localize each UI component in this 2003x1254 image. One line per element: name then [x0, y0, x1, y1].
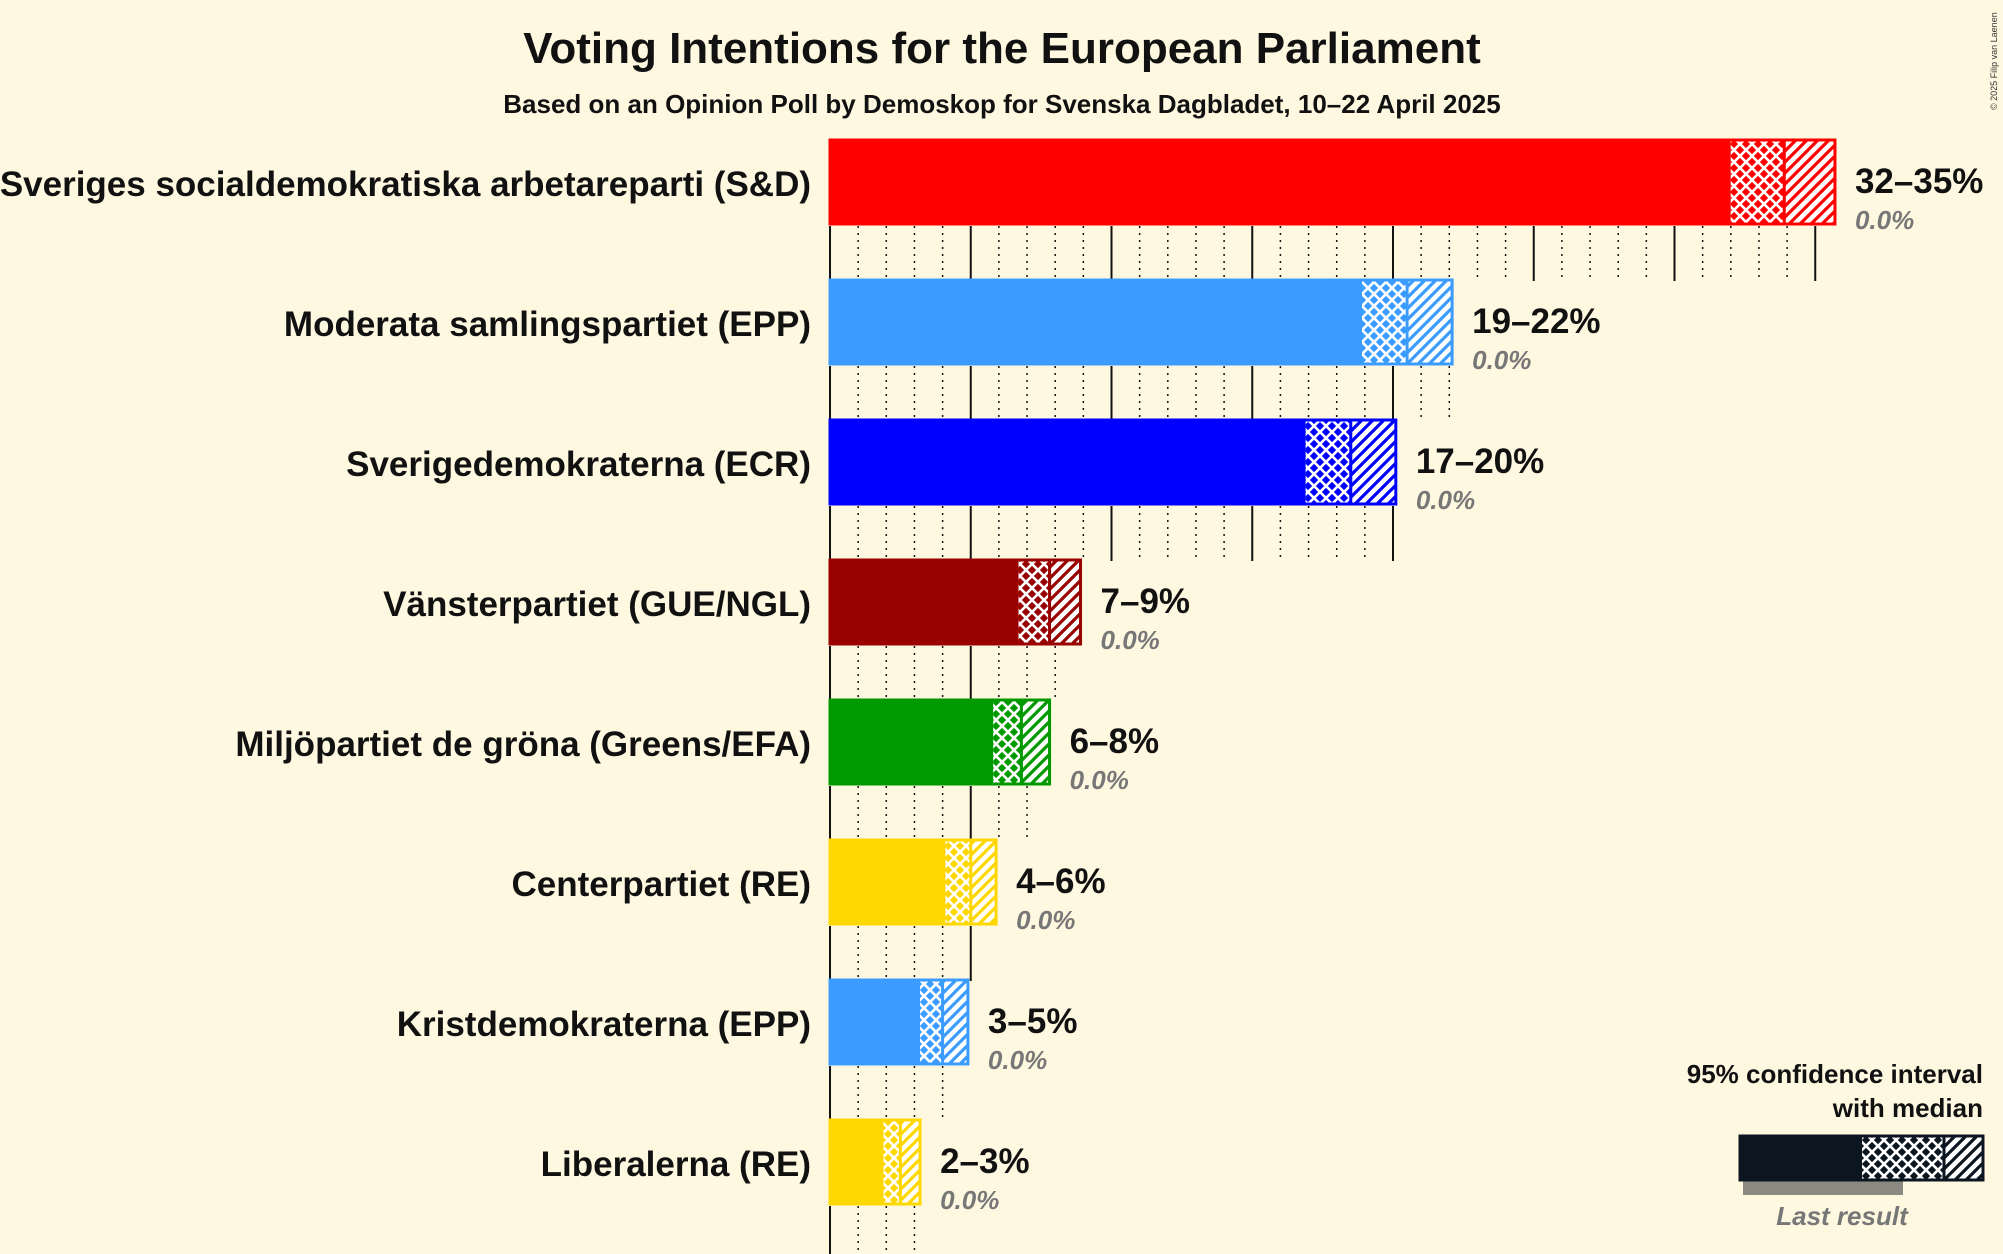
bar-outline: [828, 838, 998, 926]
chart-subtitle: Based on an Opinion Poll by Demoskop for…: [503, 89, 1500, 119]
bar-outline: [828, 278, 1454, 366]
last-result-label: 0.0%: [1070, 765, 1129, 795]
party-label: Liberalerna (RE): [541, 1145, 811, 1184]
range-label: 17–20%: [1416, 442, 1544, 481]
legend-outline: [1738, 1134, 1985, 1182]
ci-lower-crosshatch: [1018, 560, 1050, 644]
bar-group: Liberalerna (RE) 2–3% 0.0%: [541, 1118, 1030, 1215]
bar-outline: [828, 698, 1052, 786]
ci-upper-hatch: [1021, 700, 1050, 784]
bar-outline: [828, 1118, 922, 1206]
bar-solid: [830, 840, 946, 924]
ci-upper-hatch: [1049, 560, 1081, 644]
legend: 95% confidence interval with median Last…: [1687, 1059, 1985, 1231]
legend-crosshatch-box: [1862, 1136, 1944, 1180]
bar-solid: [830, 280, 1363, 364]
last-result-label: 0.0%: [988, 1045, 1047, 1075]
ci-lower-crosshatch: [1305, 420, 1351, 504]
bar-outline: [828, 978, 970, 1066]
range-label: 7–9%: [1101, 582, 1191, 621]
party-label: Moderata samlingspartiet (EPP): [284, 305, 811, 344]
party-label: Sverigedemokraterna (ECR): [346, 445, 811, 484]
last-result-label: 0.0%: [940, 1185, 999, 1215]
bar-solid: [830, 140, 1731, 224]
bar-outline: [828, 138, 1837, 226]
ci-lower-crosshatch: [1362, 280, 1408, 364]
last-result-label: 0.0%: [1101, 625, 1160, 655]
last-result-label: 0.0%: [1416, 485, 1475, 515]
last-result-label: 0.0%: [1016, 905, 1075, 935]
bar-group: Sverigedemokraterna (ECR) 17–20% 0.0%: [346, 418, 1544, 515]
bar-outline: [828, 558, 1083, 646]
bar-group: Centerpartiet (RE) 4–6% 0.0%: [512, 838, 1106, 935]
legend-last-result-label: Last result: [1776, 1201, 1909, 1231]
ci-lower-crosshatch: [993, 700, 1022, 784]
party-label: Vänsterpartiet (GUE/NGL): [383, 585, 811, 624]
bar-solid: [830, 420, 1306, 504]
party-label: Miljöpartiet de gröna (Greens/EFA): [235, 725, 811, 764]
grid: [829, 226, 1817, 1254]
last-result-label: 0.0%: [1855, 205, 1914, 235]
range-label: 4–6%: [1016, 862, 1106, 901]
copyright-notice: © 2025 Filip van Laenen: [1989, 12, 1999, 110]
ci-upper-hatch: [970, 840, 997, 924]
bar-outline: [828, 418, 1398, 506]
bar-group: Moderata samlingspartiet (EPP) 19–22% 0.0%: [284, 278, 1601, 375]
range-label: 3–5%: [988, 1002, 1078, 1041]
bar-group: Vänsterpartiet (GUE/NGL) 7–9% 0.0%: [383, 558, 1191, 655]
bar-solid: [830, 700, 994, 784]
ci-upper-hatch: [900, 1120, 921, 1204]
legend-title-line1: 95% confidence interval: [1687, 1059, 1983, 1089]
bars: Sveriges socialdemokratiska arbetarepart…: [0, 138, 1983, 1215]
ci-upper-hatch: [942, 980, 968, 1064]
legend-title-line2: with median: [1832, 1093, 1983, 1123]
party-label: Kristdemokraterna (EPP): [397, 1005, 811, 1044]
bar-solid: [830, 1120, 884, 1204]
range-label: 19–22%: [1472, 302, 1600, 341]
legend-solid-bar: [1740, 1136, 1862, 1180]
ci-lower-crosshatch: [1730, 140, 1785, 224]
range-label: 6–8%: [1070, 722, 1160, 761]
range-label: 32–35%: [1855, 162, 1983, 201]
bar-group: Sveriges socialdemokratiska arbetarepart…: [0, 138, 1983, 235]
ci-upper-hatch: [1784, 140, 1835, 224]
range-label: 2–3%: [940, 1142, 1030, 1181]
legend-hatch-box: [1944, 1136, 1983, 1180]
last-result-label: 0.0%: [1472, 345, 1531, 375]
party-label: Sveriges socialdemokratiska arbetarepart…: [0, 165, 811, 204]
bar-group: Miljöpartiet de gröna (Greens/EFA) 6–8% 0.…: [235, 698, 1160, 795]
ci-upper-hatch: [1350, 420, 1396, 504]
ci-upper-hatch: [1407, 280, 1453, 364]
ci-lower-crosshatch: [920, 980, 943, 1064]
party-label: Centerpartiet (RE): [512, 865, 811, 904]
bar-group: Kristdemokraterna (EPP) 3–5% 0.0%: [397, 978, 1078, 1075]
bar-solid: [830, 560, 1019, 644]
chart-title: Voting Intentions for the European Parli…: [523, 24, 1481, 73]
ci-lower-crosshatch: [945, 840, 971, 924]
ci-lower-crosshatch: [883, 1120, 901, 1204]
bar-solid: [830, 980, 921, 1064]
